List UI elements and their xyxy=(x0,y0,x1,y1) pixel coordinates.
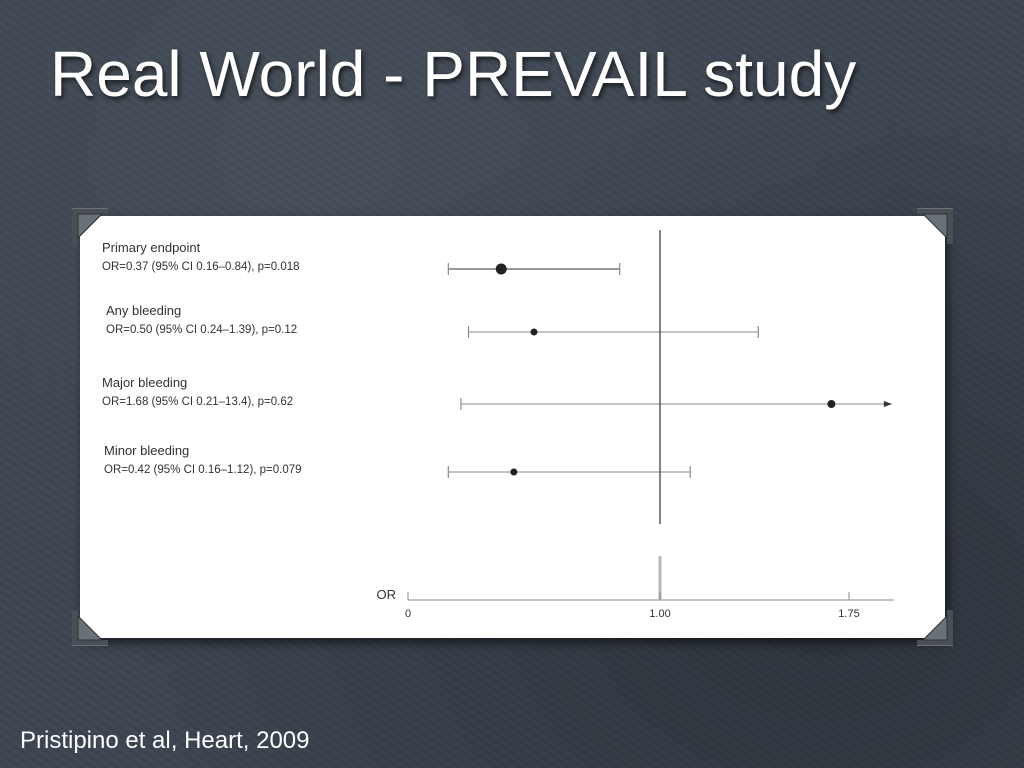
row-label: Any bleeding xyxy=(106,303,181,318)
row-stat-label: OR=0.50 (95% CI 0.24–1.39), p=0.12 xyxy=(106,324,297,336)
forest-row: Minor bleeding OR=0.42 (95% CI 0.16–1.12)… xyxy=(104,443,691,478)
slide-title: Real World - PREVAIL study xyxy=(50,38,857,110)
row-label: Minor bleeding xyxy=(104,443,189,458)
x-tick-label: 0 xyxy=(405,608,411,620)
or-point xyxy=(827,400,836,408)
x-tick-label: 1.75 xyxy=(838,608,859,620)
or-point xyxy=(495,263,507,275)
x-axis-label: OR xyxy=(377,587,397,602)
row-stat-label: OR=1.68 (95% CI 0.21–13.4), p=0.62 xyxy=(102,396,293,408)
x-axis: 0 1.00 1.75 OR xyxy=(377,556,894,620)
row-label: Major bleeding xyxy=(102,375,187,390)
chart-frame: Primary endpoint OR=0.37 (95% CI 0.16–0.8… xyxy=(72,208,953,646)
row-label: Primary endpoint xyxy=(102,240,201,255)
row-stat-label: OR=0.42 (95% CI 0.16–1.12), p=0.079 xyxy=(104,464,302,476)
photo-corner-top-left xyxy=(72,208,108,244)
or-point xyxy=(510,468,518,476)
x-tick-label: 1.00 xyxy=(649,608,670,620)
forest-rows: Primary endpoint OR=0.37 (95% CI 0.16–0.8… xyxy=(102,240,892,478)
forest-plot: Primary endpoint OR=0.37 (95% CI 0.16–0.8… xyxy=(102,230,894,620)
photo-corner-top-right xyxy=(917,208,953,244)
photo-corner-bottom-right xyxy=(917,610,953,646)
citation-caption: Pristipino et al, Heart, 2009 xyxy=(20,727,310,754)
forest-row: Major bleeding OR=1.68 (95% CI 0.21–13.4)… xyxy=(102,375,892,410)
row-stat-label: OR=0.37 (95% CI 0.16–0.84), p=0.018 xyxy=(102,261,300,273)
ci-arrow xyxy=(883,401,892,407)
photo-corner-bottom-left xyxy=(72,610,108,646)
forest-row: Primary endpoint OR=0.37 (95% CI 0.16–0.8… xyxy=(102,240,621,275)
or-point xyxy=(530,328,538,336)
forest-row: Any bleeding OR=0.50 (95% CI 0.24–1.39), … xyxy=(106,303,759,338)
